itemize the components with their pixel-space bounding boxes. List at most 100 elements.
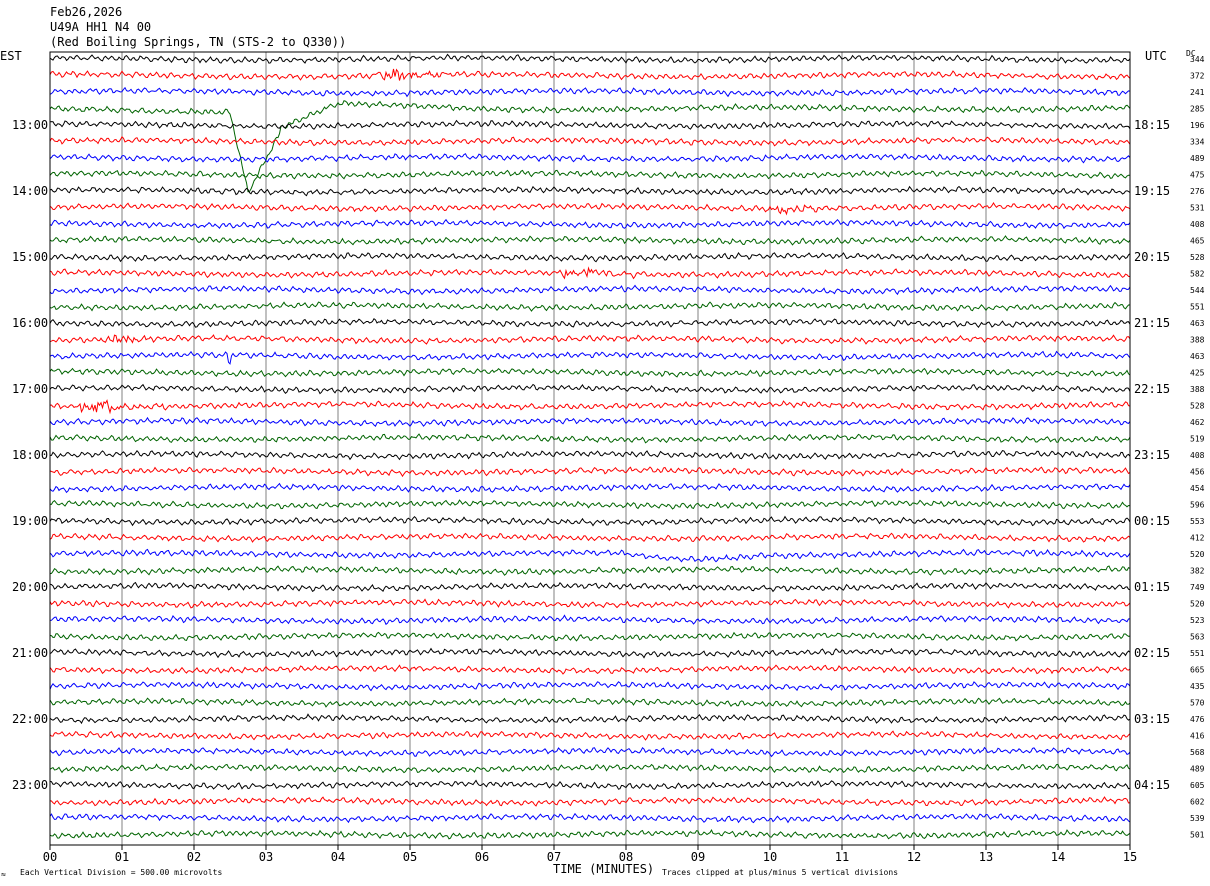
station-location-label: (Red Boiling Springs, TN (STS-2 to Q330)… — [50, 35, 347, 49]
trace-row — [49, 218, 1131, 230]
dc-offset-label: 528 — [1190, 253, 1205, 262]
trace-row — [49, 515, 1131, 527]
dc-offset-label: 489 — [1190, 154, 1205, 163]
seismogram-traces — [49, 53, 1131, 840]
trace-row — [49, 565, 1131, 576]
dc-offset-label: 388 — [1190, 336, 1205, 345]
trace-row — [49, 812, 1131, 824]
est-hour-label: 21:00 — [12, 646, 48, 660]
utc-hour-label: 19:15 — [1134, 184, 1170, 198]
dc-offset-label: 372 — [1190, 72, 1205, 81]
x-tick-label: 12 — [907, 850, 921, 864]
dc-offset-label: 412 — [1190, 534, 1205, 543]
scale-note: Each Vertical Division = 500.00 microvol… — [20, 868, 222, 877]
x-tick-label: 02 — [187, 850, 201, 864]
dc-offset-label: 476 — [1190, 715, 1205, 724]
dc-offset-label: 465 — [1190, 237, 1205, 246]
dc-offset-label: 463 — [1190, 352, 1205, 361]
x-tick-label: 07 — [547, 850, 561, 864]
dc-offset-label: 416 — [1190, 732, 1205, 741]
est-hour-label: 15:00 — [12, 250, 48, 264]
est-hour-label: 13:00 — [12, 118, 48, 132]
est-hour-label: 19:00 — [12, 514, 48, 528]
dc-offset-label: 519 — [1190, 435, 1205, 444]
dc-offset-label: 539 — [1190, 814, 1205, 823]
dc-offset-label: 408 — [1190, 220, 1205, 229]
trace-row — [49, 664, 1131, 675]
dc-offset-label: 344 — [1190, 55, 1205, 64]
dc-offset-label: 196 — [1190, 121, 1205, 130]
trace-row — [49, 713, 1131, 725]
trace-row — [49, 482, 1131, 494]
dc-offset-label: 553 — [1190, 517, 1205, 526]
dc-offset-label: 334 — [1190, 138, 1205, 147]
trace-row — [49, 532, 1131, 543]
trace-row — [49, 235, 1131, 246]
utc-hour-label: 20:15 — [1134, 250, 1170, 264]
dc-offset-label: 665 — [1190, 666, 1205, 675]
trace-row — [49, 68, 1131, 81]
dc-offset-label: 523 — [1190, 616, 1205, 625]
dc-offset-label: 605 — [1190, 781, 1205, 790]
dc-offset-label: 462 — [1190, 418, 1205, 427]
dc-offset-label: 388 — [1190, 385, 1205, 394]
channel-label: U49A HH1 N4 00 — [50, 20, 152, 34]
trace-row — [49, 251, 1131, 263]
x-axis-title: TIME (MINUTES) — [553, 862, 654, 876]
trace-row — [49, 746, 1131, 758]
dc-offset-label: 435 — [1190, 682, 1205, 691]
trace-row — [49, 796, 1131, 807]
x-tick-label: 04 — [331, 850, 345, 864]
dc-offset-label: 463 — [1190, 319, 1205, 328]
x-tick-label: 00 — [43, 850, 57, 864]
x-tick-label: 10 — [763, 850, 777, 864]
est-hour-label: 22:00 — [12, 712, 48, 726]
dc-offset-label: 241 — [1190, 88, 1205, 97]
trace-row — [49, 763, 1131, 774]
dc-offset-label: 501 — [1190, 831, 1205, 840]
x-tick-label: 05 — [403, 850, 417, 864]
utc-hour-labels: 18:15 19:15 20:15 21:15 22:15 23:15 00:15 01:15… — [1134, 118, 1170, 792]
trace-row — [49, 433, 1131, 444]
x-tick-label: 13 — [979, 850, 993, 864]
corner-mark: ≈ — [1, 870, 6, 879]
utc-hour-label: 21:15 — [1134, 316, 1170, 330]
dc-offset-label: 570 — [1190, 699, 1205, 708]
trace-row — [49, 100, 1131, 193]
est-hour-label: 18:00 — [12, 448, 48, 462]
trace-row — [49, 334, 1131, 345]
est-zone-label: EST — [0, 49, 22, 63]
x-tick-label: 11 — [835, 850, 849, 864]
trace-row — [49, 631, 1131, 642]
x-tick-label: 09 — [691, 850, 705, 864]
dc-offset-label: 456 — [1190, 468, 1205, 477]
trace-row — [49, 581, 1131, 593]
utc-hour-label: 23:15 — [1134, 448, 1170, 462]
dc-offset-label: 489 — [1190, 765, 1205, 774]
dc-offset-label: 454 — [1190, 484, 1205, 493]
trace-row — [49, 681, 1131, 692]
dc-offset-labels: 344 372 241 285 196 334 489 475 276 531 408 465 528 5… — [1190, 55, 1205, 840]
dc-offset-label: 425 — [1190, 369, 1205, 378]
trace-row — [49, 598, 1131, 609]
x-tick-label: 15 — [1123, 850, 1137, 864]
x-tick-label: 06 — [475, 850, 489, 864]
trace-row — [49, 284, 1131, 296]
utc-hour-label: 04:15 — [1134, 778, 1170, 792]
trace-row — [49, 86, 1131, 98]
trace-row — [49, 548, 1131, 563]
trace-row — [49, 399, 1131, 415]
trace-row — [49, 466, 1131, 478]
utc-hour-label: 18:15 — [1134, 118, 1170, 132]
dc-offset-label: 568 — [1190, 748, 1205, 757]
dc-offset-label: 520 — [1190, 600, 1205, 609]
utc-zone-label: UTC — [1145, 49, 1167, 63]
x-tick-label: 03 — [259, 850, 273, 864]
trace-row — [49, 266, 1131, 280]
dc-offset-label: 551 — [1190, 649, 1205, 658]
utc-hour-label: 00:15 — [1134, 514, 1170, 528]
dc-offset-label: 596 — [1190, 501, 1205, 510]
est-hour-label: 14:00 — [12, 184, 48, 198]
dc-offset-label: 551 — [1190, 303, 1205, 312]
plot-frame — [49, 51, 1131, 846]
